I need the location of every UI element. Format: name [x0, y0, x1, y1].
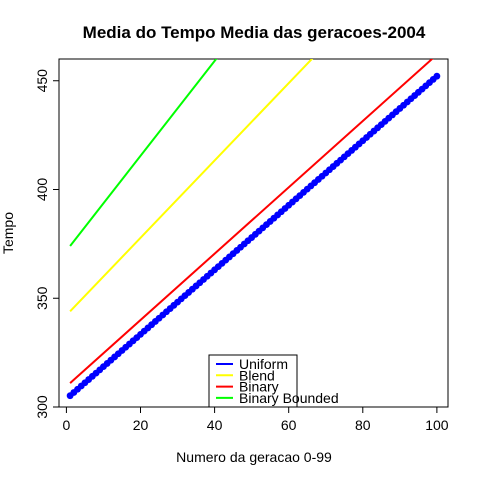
y-tick-label: 400 [34, 178, 50, 202]
y-axis-label: Tempo [0, 212, 16, 254]
data-point-uniform [433, 73, 440, 80]
x-tick-label: 60 [281, 417, 297, 433]
x-tick-label: 100 [425, 417, 449, 433]
chart-title: Media do Tempo Media das geracoes-2004 [83, 23, 426, 42]
series-line-binary [70, 55, 437, 383]
x-axis-label: Numero da geracao 0-99 [176, 449, 332, 465]
series-line-blend [70, 0, 437, 311]
y-tick-label: 300 [34, 395, 50, 419]
y-axis: 300 350 400 450 [34, 69, 59, 419]
series-layer [67, 0, 441, 399]
x-tick-label: 20 [133, 417, 149, 433]
x-tick-label: 40 [207, 417, 223, 433]
x-axis: 0 20 40 60 80 100 [63, 407, 449, 433]
y-tick-label: 450 [34, 69, 50, 93]
x-tick-label: 80 [355, 417, 371, 433]
x-tick-label: 0 [63, 417, 71, 433]
legend-label-binary-bounded: Binary Bounded [239, 390, 339, 406]
y-tick-label: 350 [34, 286, 50, 310]
